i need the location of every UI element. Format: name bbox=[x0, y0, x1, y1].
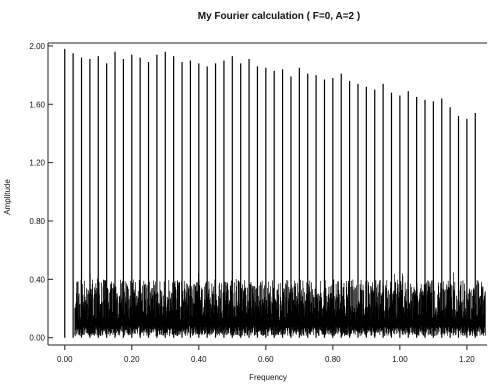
y-tick-label-4: 1.60 bbox=[29, 100, 45, 109]
x-tick-label-6: 1.20 bbox=[459, 355, 475, 364]
y-tick-label-0: 0.00 bbox=[29, 334, 45, 343]
x-tick-label-3: 0.60 bbox=[258, 355, 274, 364]
y-tick-label-5: 2.00 bbox=[29, 42, 45, 51]
x-tick-label-0: 0.00 bbox=[57, 355, 73, 364]
chart-title: My Fourier calculation ( F=0, A=2 ) bbox=[198, 11, 360, 22]
y-tick-label-2: 0.80 bbox=[29, 217, 45, 226]
y-axis-label: Amplitude bbox=[3, 179, 12, 215]
y-tick-label-1: 0.40 bbox=[29, 275, 45, 284]
x-tick-label-4: 0.80 bbox=[325, 355, 341, 364]
x-tick-label-2: 0.40 bbox=[191, 355, 207, 364]
x-tick-label-5: 1.00 bbox=[392, 355, 408, 364]
plot-area: 0.00 0.40 0.80 1.20 1.60 2.00 0.00 0.20 0.40 0.60… bbox=[29, 42, 487, 364]
y-tick-label-3: 1.20 bbox=[29, 159, 45, 168]
x-tick-label-1: 0.20 bbox=[124, 355, 140, 364]
x-axis-label: Frequency bbox=[249, 373, 287, 382]
